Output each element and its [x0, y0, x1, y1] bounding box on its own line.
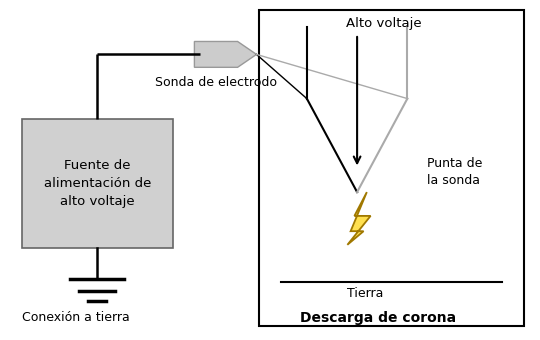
Text: Fuente de
alimentación de
alto voltaje: Fuente de alimentación de alto voltaje [44, 159, 151, 208]
Text: Alto voltaje: Alto voltaje [346, 17, 422, 30]
Polygon shape [347, 192, 370, 245]
Text: Descarga de corona: Descarga de corona [300, 311, 456, 325]
Text: Conexión a tierra: Conexión a tierra [22, 311, 130, 324]
Bar [259, 10, 524, 326]
Bar [22, 119, 173, 248]
Polygon shape [194, 41, 256, 67]
Text: Sonda de electrodo: Sonda de electrodo [155, 76, 277, 89]
Text: Tierra: Tierra [347, 287, 383, 300]
Text: Punta de
la sonda: Punta de la sonda [427, 157, 483, 187]
